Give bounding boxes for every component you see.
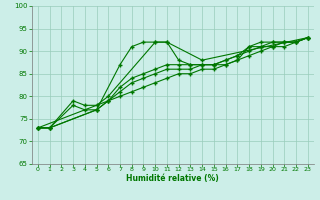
X-axis label: Humidité relative (%): Humidité relative (%) xyxy=(126,174,219,183)
